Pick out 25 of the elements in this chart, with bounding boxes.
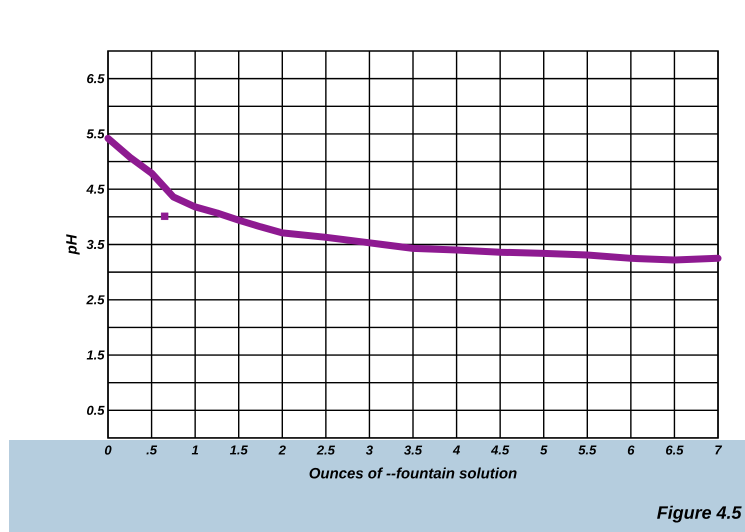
x-tick-label: 1 xyxy=(192,446,198,454)
x-tick-label: 6.5 xyxy=(666,446,684,455)
x-tick-label: 1.5 xyxy=(230,446,248,455)
x-tick-label: 6 xyxy=(628,446,635,455)
x-tick-label: 4.5 xyxy=(490,446,510,455)
y-tick-label: 4.5 xyxy=(86,184,105,194)
x-tick-label: 5 xyxy=(540,446,548,455)
y-tick-label: 0.5 xyxy=(87,406,105,415)
y-tick-label: 3.5 xyxy=(86,240,105,250)
x-tick-label: 5.5 xyxy=(578,446,596,455)
x-tick-label: 2.5 xyxy=(316,446,336,455)
x-tick-label: 7 xyxy=(715,446,722,454)
y-axis-title: pH xyxy=(66,234,80,255)
y-tick-label: 1.5 xyxy=(86,350,105,360)
x-tick-label: .5 xyxy=(146,446,158,455)
x-axis-title: Ounces of --fountain solution xyxy=(310,468,517,478)
y-tick-label: 5.5 xyxy=(86,129,105,138)
x-tick-label: 0 xyxy=(104,446,112,455)
x-tick-label: 4 xyxy=(452,446,460,454)
caption: Figure 4.5 xyxy=(657,506,742,522)
x-tick-label: 3.5 xyxy=(404,446,422,455)
y-tick-label: 6.5 xyxy=(87,74,105,84)
y-tick-label: 2.5 xyxy=(86,295,105,304)
x-tick-label: 3 xyxy=(366,446,373,455)
x-tick-label: 2 xyxy=(278,446,286,455)
